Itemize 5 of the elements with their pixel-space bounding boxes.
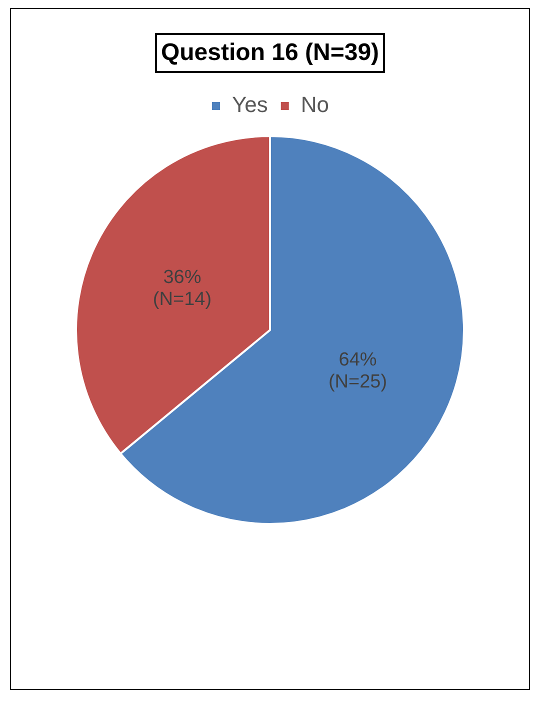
- data-label: 64% (N=25): [328, 350, 388, 393]
- legend-label: Yes: [232, 92, 268, 118]
- chart-title: Question 16 (N=39): [154, 33, 386, 73]
- legend-label: No: [300, 92, 330, 118]
- data-label: 36% (N=14): [152, 266, 212, 310]
